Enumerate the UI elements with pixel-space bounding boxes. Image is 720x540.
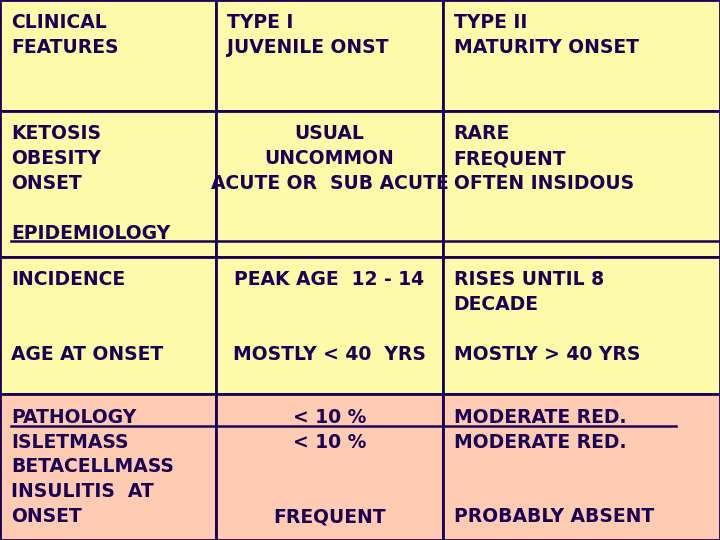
Text: AGE AT ONSET: AGE AT ONSET	[11, 345, 163, 363]
Bar	[0, 256, 216, 394]
Text: USUAL: USUAL	[294, 124, 364, 143]
Bar	[443, 0, 720, 111]
Text: FREQUENT: FREQUENT	[454, 149, 566, 168]
Bar	[443, 394, 720, 540]
Text: MOSTLY > 40 YRS: MOSTLY > 40 YRS	[454, 345, 640, 363]
Text: PEAK AGE  12 - 14: PEAK AGE 12 - 14	[234, 270, 425, 289]
Text: ONSET: ONSET	[11, 174, 81, 193]
Bar	[216, 111, 443, 256]
Bar	[0, 0, 216, 111]
Text: OFTEN INSIDOUS: OFTEN INSIDOUS	[454, 174, 634, 193]
Text: ONSET: ONSET	[11, 507, 81, 526]
Text: MODERATE RED.: MODERATE RED.	[454, 408, 626, 427]
Text: PROBABLY ABSENT: PROBABLY ABSENT	[454, 507, 654, 526]
Text: RISES UNTIL 8: RISES UNTIL 8	[454, 270, 604, 289]
Text: FEATURES: FEATURES	[11, 38, 118, 57]
Bar	[443, 111, 720, 256]
Text: TYPE I: TYPE I	[227, 14, 293, 32]
Text: MOSTLY < 40  YRS: MOSTLY < 40 YRS	[233, 345, 426, 363]
Text: UNCOMMON: UNCOMMON	[264, 149, 395, 168]
Text: CLINICAL: CLINICAL	[11, 14, 107, 32]
Text: KETOSIS: KETOSIS	[11, 124, 101, 143]
Text: MODERATE RED.: MODERATE RED.	[454, 433, 626, 451]
Bar	[0, 111, 216, 256]
Text: ACUTE OR  SUB ACUTE: ACUTE OR SUB ACUTE	[210, 174, 449, 193]
Text: INCIDENCE: INCIDENCE	[11, 270, 125, 289]
Text: OBESITY: OBESITY	[11, 149, 101, 168]
Bar	[216, 256, 443, 394]
Text: INSULITIS  AT: INSULITIS AT	[11, 482, 153, 501]
Text: EPIDEMIOLOGY: EPIDEMIOLOGY	[11, 224, 170, 242]
Text: BETACELLMASS: BETACELLMASS	[11, 457, 174, 476]
Bar	[216, 0, 443, 111]
Text: JUVENILE ONST: JUVENILE ONST	[227, 38, 388, 57]
Text: PATHOLOGY: PATHOLOGY	[11, 408, 136, 427]
Text: < 10 %: < 10 %	[293, 433, 366, 451]
Text: DECADE: DECADE	[454, 295, 539, 314]
Text: RARE: RARE	[454, 124, 510, 143]
Bar	[216, 394, 443, 540]
Text: ISLETMASS: ISLETMASS	[11, 433, 128, 451]
Bar	[443, 256, 720, 394]
Text: < 10 %: < 10 %	[293, 408, 366, 427]
Text: MATURITY ONSET: MATURITY ONSET	[454, 38, 639, 57]
Text: FREQUENT: FREQUENT	[273, 507, 386, 526]
Text: TYPE II: TYPE II	[454, 14, 527, 32]
Bar	[0, 394, 216, 540]
